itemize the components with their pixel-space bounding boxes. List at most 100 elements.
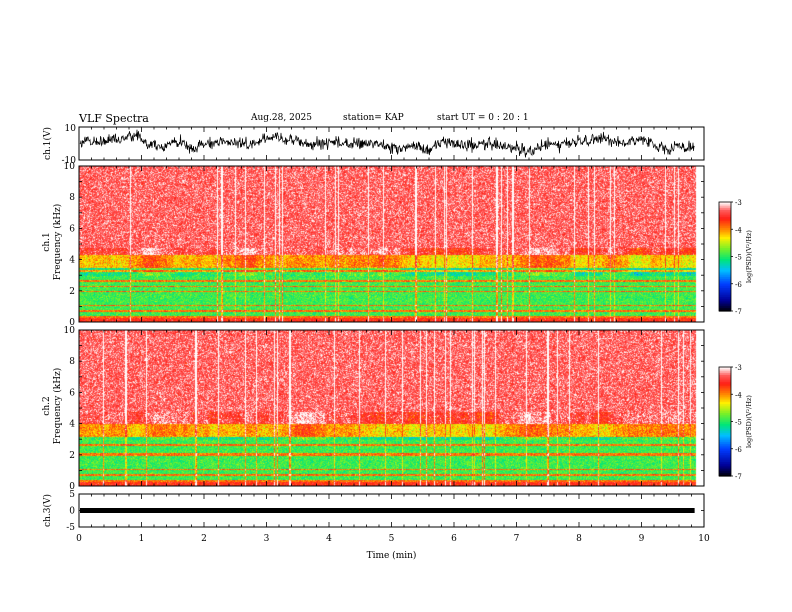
colorbar-cell — [719, 298, 731, 301]
colorbar-cell — [719, 370, 731, 374]
colorbar-cell — [719, 401, 731, 404]
colorbar-cell — [719, 214, 731, 218]
y-tick-label: 6 — [69, 388, 75, 398]
colorbar-cell — [719, 263, 731, 267]
colorbar-cell — [719, 216, 731, 219]
colorbar-tick-label: -6 — [735, 446, 742, 454]
colorbar-cell — [719, 240, 731, 243]
y-tick-label: 5 — [69, 490, 75, 500]
start-time-label: start UT = 0 : 20 : 1 — [437, 113, 529, 123]
colorbar-cell — [719, 307, 731, 310]
colorbar-cell — [719, 388, 731, 392]
y-tick-label: 0 — [69, 507, 75, 517]
colorbar-cell — [719, 211, 731, 214]
y-tick-label: 2 — [69, 287, 75, 297]
colorbar-cell — [719, 287, 731, 290]
colorbar-cell — [719, 271, 731, 274]
ch2-spectrogram-y-label: ch.2 — [42, 396, 52, 415]
colorbar-cell — [719, 399, 731, 403]
colorbar-cell — [719, 236, 731, 239]
x-tick-label: 0 — [76, 534, 82, 544]
colorbar-cell — [719, 280, 731, 283]
colorbar-cell — [719, 269, 731, 272]
colorbar-cell — [719, 368, 731, 372]
colorbar-cell — [719, 445, 731, 448]
colorbar-cell — [719, 251, 731, 254]
x-tick-label: 10 — [698, 534, 710, 544]
colorbar-cell — [719, 254, 731, 258]
colorbar-cell — [719, 281, 731, 285]
ch1-y-label: ch.1(V) — [42, 127, 53, 160]
colorbar-cell — [719, 443, 731, 446]
colorbar-cell — [719, 470, 731, 473]
colorbar-cell — [719, 450, 731, 453]
colorbar-cell — [719, 265, 731, 268]
colorbar-cell — [719, 381, 731, 384]
colorbar-cell — [719, 225, 731, 229]
colorbar-cell — [719, 396, 731, 399]
colorbar-cell — [719, 205, 731, 209]
y-tick-label: 10 — [64, 326, 76, 336]
y-tick-label: 4 — [69, 256, 75, 266]
ch2-spectrogram-heatmap — [79, 330, 704, 486]
colorbar-cell — [719, 434, 731, 437]
ch1-spectrogram-colorbar: -3 -4 -5 -6 -7 log(PSD)(V²/Hz) — [718, 199, 753, 316]
colorbar-cell — [719, 416, 731, 419]
colorbar-cell — [719, 260, 731, 263]
colorbar-cell — [719, 209, 731, 212]
colorbar-cell — [719, 221, 731, 225]
y-tick-label: -10 — [62, 156, 77, 166]
colorbar-cell — [719, 463, 731, 466]
colorbar-cell — [719, 421, 731, 424]
ch2-spectrogram-colorbar: -3 -4 -5 -6 -7 log(PSD)(V²/Hz) — [718, 364, 753, 481]
colorbar-cell — [719, 223, 731, 227]
colorbar-cell — [719, 212, 731, 216]
colorbar-cell — [719, 457, 731, 461]
colorbar-label: log(PSD)(V²/Hz) — [745, 395, 753, 448]
colorbar-cell — [719, 243, 731, 247]
colorbar-cell — [719, 379, 731, 383]
colorbar-tick-label: -4 — [735, 391, 742, 399]
colorbar-cell — [719, 466, 731, 470]
ch1-spectrogram-panel: 0 2 4 6 8 10 ch.1 Frequency (kHz) — [42, 162, 705, 328]
colorbar-tick-label: -4 — [735, 226, 742, 234]
colorbar-cell — [719, 394, 731, 397]
x-tick-label: 5 — [389, 534, 395, 544]
ch1-spectrogram-heatmap — [79, 166, 704, 322]
date-label: Aug.28, 2025 — [251, 113, 312, 123]
colorbar-cell — [719, 256, 731, 259]
colorbar-cell — [719, 428, 731, 432]
colorbar-cell — [719, 385, 731, 388]
x-tick-label: 9 — [639, 534, 645, 544]
colorbar-cell — [719, 474, 731, 477]
colorbar-cell — [719, 408, 731, 412]
colorbar-cell — [719, 459, 731, 463]
colorbar-cell — [719, 392, 731, 395]
colorbar-tick-label: -6 — [735, 281, 742, 289]
colorbar-cell — [719, 436, 731, 439]
ch3-y-label: ch.3(V) — [42, 494, 53, 527]
y-tick-label: 0 — [69, 318, 75, 328]
y-tick-label: 0 — [69, 482, 75, 492]
x-tick-label: 4 — [326, 534, 332, 544]
colorbar-cell — [719, 252, 731, 256]
colorbar-cell — [719, 386, 731, 390]
colorbar-cell — [719, 439, 731, 443]
colorbar-cell — [719, 258, 731, 261]
colorbar-cell — [719, 456, 731, 459]
colorbar-cell — [719, 372, 731, 375]
colorbar-cell — [719, 267, 731, 270]
colorbar-cell — [719, 454, 731, 457]
colorbar-cell — [719, 472, 731, 475]
colorbar-cell — [719, 461, 731, 464]
colorbar-cell — [719, 376, 731, 379]
colorbar-cell — [719, 231, 731, 234]
colorbar-cell — [719, 278, 731, 281]
y-tick-label: -5 — [66, 523, 75, 533]
colorbar-cell — [719, 220, 731, 223]
colorbar-tick-label: -7 — [735, 473, 742, 481]
colorbar-cell — [719, 437, 731, 441]
colorbar-cell — [719, 296, 731, 299]
colorbar-cell — [719, 430, 731, 433]
